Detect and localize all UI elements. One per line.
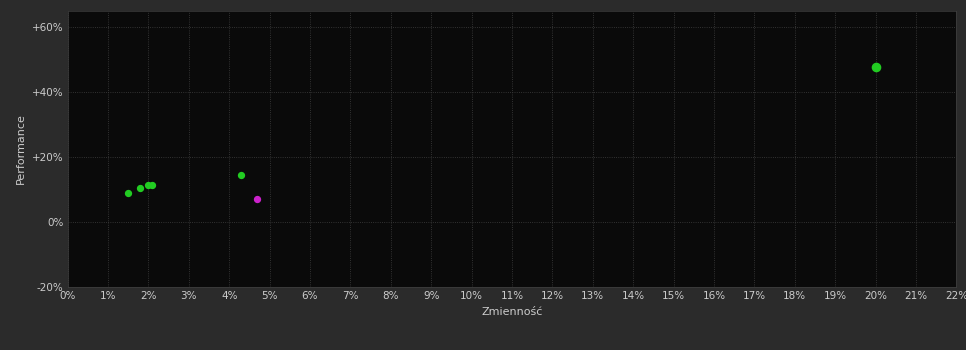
Point	[121, 190, 136, 195]
Y-axis label: Performance: Performance	[16, 113, 26, 184]
X-axis label: Zmienność: Zmienność	[481, 307, 543, 317]
Point	[132, 185, 148, 191]
Point	[234, 172, 249, 177]
Point	[867, 65, 883, 70]
Point	[141, 182, 156, 188]
Point	[250, 196, 266, 202]
Point	[145, 182, 160, 188]
